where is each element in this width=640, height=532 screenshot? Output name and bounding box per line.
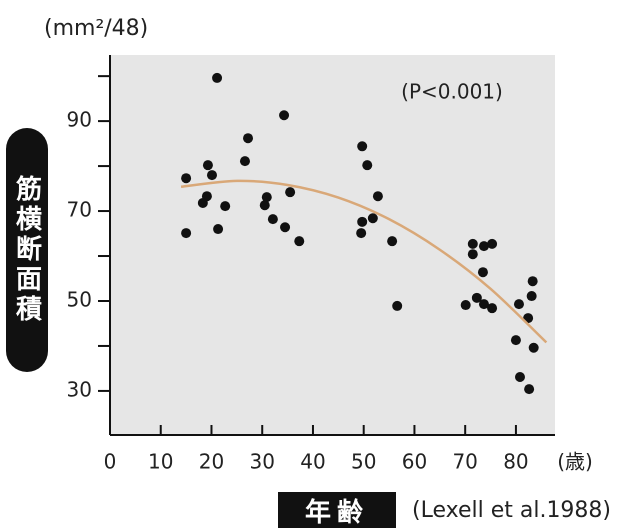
data-point [467,238,478,249]
data-point [513,299,524,310]
data-point [201,191,212,202]
data-point [212,72,223,83]
data-point [243,133,254,144]
y-axis-label: 筋横断面積 [6,128,48,372]
x-axis-label: 年齢 [278,492,396,528]
x-tick-label: 50 [351,450,376,474]
data-point [357,141,368,152]
data-point [528,342,539,353]
data-point [367,213,378,224]
data-point [279,110,290,121]
data-point [526,291,537,302]
data-point [259,200,270,211]
data-point [510,335,521,346]
data-point [387,236,398,247]
annotation: (P<0.001) [401,80,503,104]
data-point [206,170,217,181]
data-point [487,303,498,314]
data-point [471,292,482,303]
data-point [294,236,305,247]
data-point [181,228,192,239]
x-tick-label: 30 [249,450,274,474]
fit-curve [180,179,548,344]
x-tick-label: 80 [503,450,528,474]
x-unit: (歳) [557,450,593,474]
data-point [392,300,403,311]
data-point [460,300,471,311]
data-point [285,187,296,198]
x-tick-label: 10 [148,450,173,474]
data-point [524,384,535,395]
data-point [356,228,367,239]
data-point [478,299,489,310]
data-point [213,224,224,235]
data-point [487,238,498,249]
data-point [280,222,291,233]
y-tick-label: 50 [67,287,92,311]
x-tick-label: 70 [452,450,477,474]
data-point [181,173,192,184]
data-point [261,192,272,203]
y-tick-label: 90 [67,108,92,132]
data-point [202,160,213,171]
y-tick-label: 70 [67,198,92,222]
data-point [362,160,373,171]
x-tick-label: 60 [402,450,427,474]
x-tick-label: 20 [199,450,224,474]
source: (Lexell et al.1988) [412,498,612,523]
data-point [220,201,231,212]
data-point [267,214,278,225]
y-tick-label: 30 [67,377,92,401]
data-point [467,249,478,260]
x-tick-label: 40 [300,450,325,474]
data-point [478,241,489,252]
x-tick-label: 0 [104,450,117,474]
data-point [357,216,368,227]
data-point [372,191,383,202]
data-point [514,371,525,382]
data-point [527,276,538,287]
data-point [477,267,488,278]
y-unit: (mm²/48) [44,16,149,41]
data-point [239,156,250,167]
